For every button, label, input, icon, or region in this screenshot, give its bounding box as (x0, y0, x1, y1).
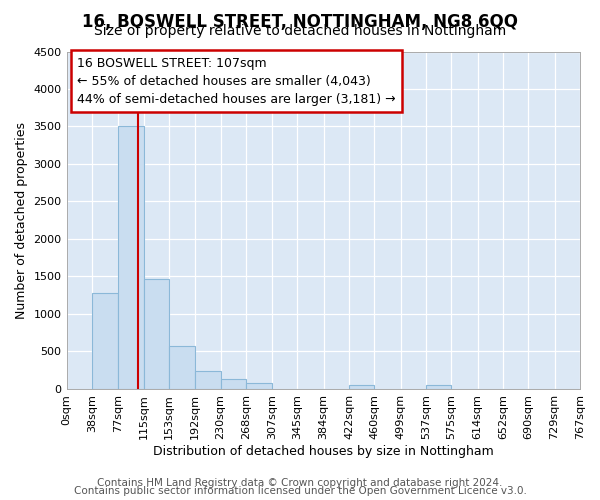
Bar (246, 384, 272, 389)
Bar (92, 293, 118, 389)
Text: 16 BOSWELL STREET: 107sqm
← 55% of detached houses are smaller (4,043)
44% of se: 16 BOSWELL STREET: 107sqm ← 55% of detac… (77, 56, 395, 106)
Text: Size of property relative to detached houses in Nottingham: Size of property relative to detached ho… (94, 24, 506, 38)
Bar (169, 346, 195, 389)
Bar (143, 278, 169, 389)
Bar (426, 385, 451, 389)
Y-axis label: Number of detached properties: Number of detached properties (15, 122, 28, 318)
Text: Contains public sector information licensed under the Open Government Licence v3: Contains public sector information licen… (74, 486, 526, 496)
Bar (118, 126, 143, 389)
Text: 16, BOSWELL STREET, NOTTINGHAM, NG8 6QQ: 16, BOSWELL STREET, NOTTINGHAM, NG8 6QQ (82, 12, 518, 30)
Bar (349, 385, 374, 389)
Text: Contains HM Land Registry data © Crown copyright and database right 2024.: Contains HM Land Registry data © Crown c… (97, 478, 503, 488)
Bar (221, 379, 246, 389)
X-axis label: Distribution of detached houses by size in Nottingham: Distribution of detached houses by size … (153, 444, 494, 458)
Bar (195, 370, 221, 389)
